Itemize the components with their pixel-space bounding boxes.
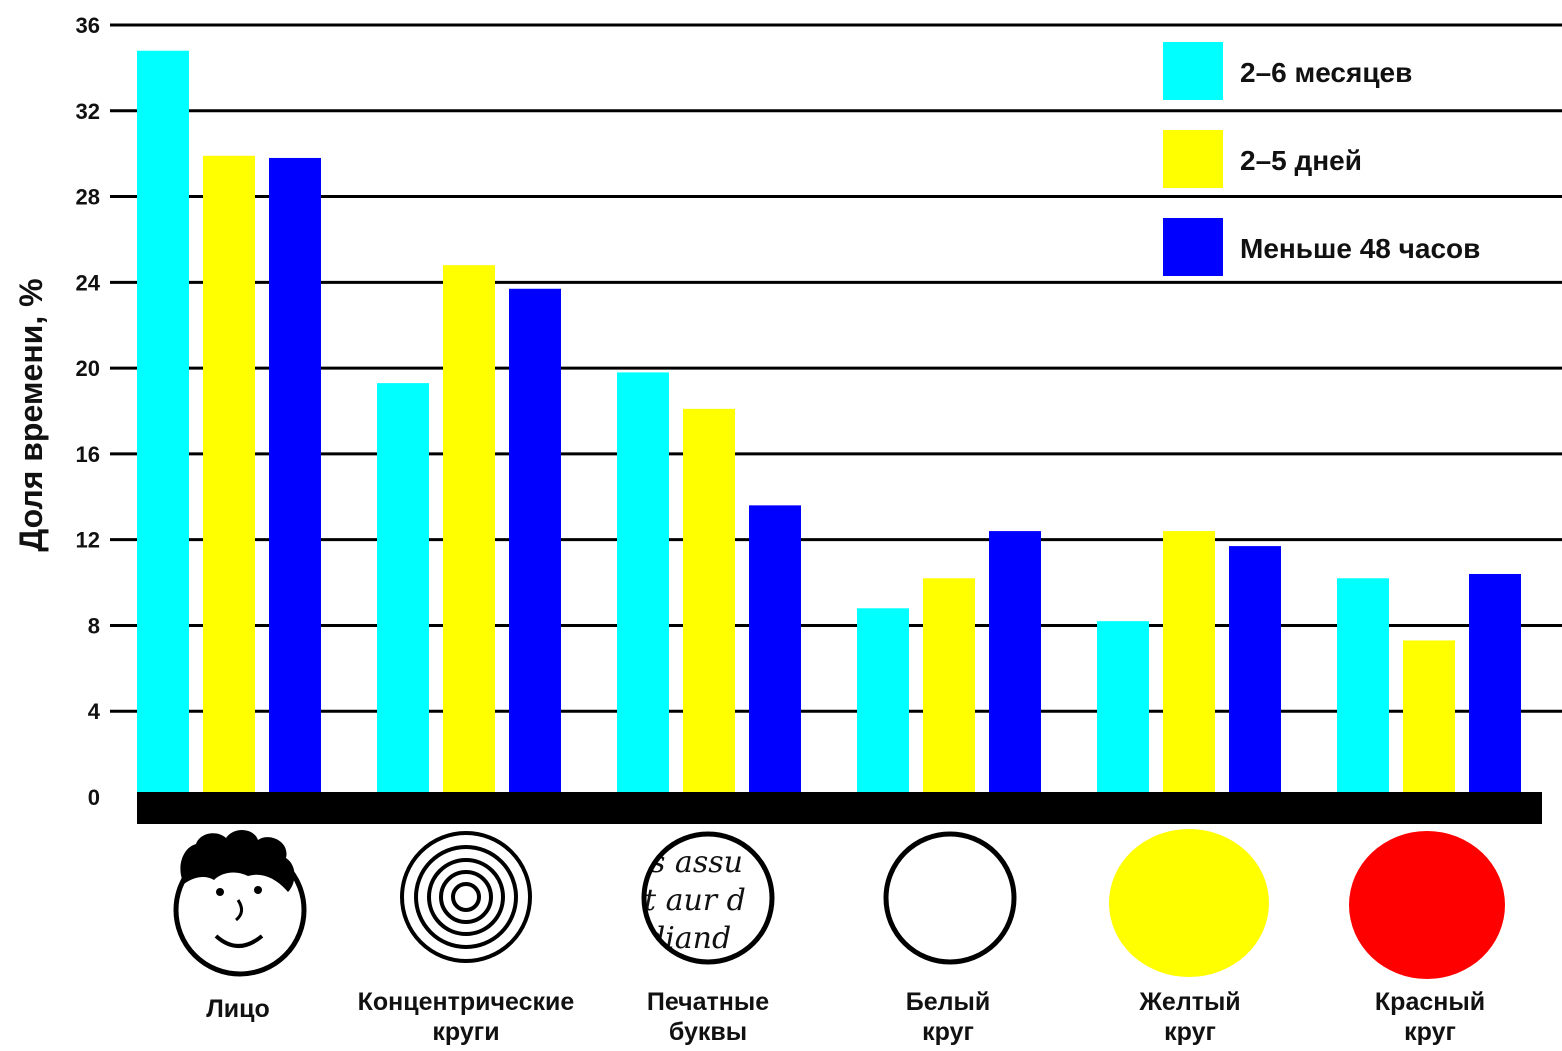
bar: 10.2 bbox=[923, 578, 975, 797]
bar: 12.4 bbox=[989, 531, 1041, 797]
bar: 10.2 bbox=[1337, 578, 1389, 797]
yellow-circle-icon bbox=[1109, 829, 1269, 977]
y-tick-label: 8 bbox=[88, 613, 100, 638]
printed-letters-icon: s assu t aur d diand bbox=[641, 831, 775, 965]
category-label: круг bbox=[922, 1018, 974, 1046]
category-label: Белый bbox=[906, 988, 990, 1016]
bar: 19.8 bbox=[617, 372, 669, 797]
white-circle-icon bbox=[883, 831, 1017, 965]
y-tick-label: 16 bbox=[76, 442, 100, 467]
bar: 12.4 bbox=[1163, 531, 1215, 797]
category-label: круги bbox=[432, 1018, 499, 1046]
y-tick-label: 20 bbox=[76, 356, 100, 381]
category-label: Концентрические bbox=[358, 988, 575, 1016]
y-axis-label: Доля времени, % bbox=[13, 278, 49, 551]
category-label: круг bbox=[1164, 1018, 1216, 1046]
x-axis-baseline bbox=[137, 792, 1542, 824]
bar: 11.7 bbox=[1229, 546, 1281, 797]
y-tick-label: 4 bbox=[88, 699, 101, 724]
category-label: Красный bbox=[1375, 988, 1485, 1016]
category-label: Лицо bbox=[206, 995, 270, 1023]
y-axis-ticks: 0 4 8 12 16 20 24 28 32 36 bbox=[76, 13, 101, 810]
legend: 2–6 месяцев 2–5 дней Меньше 48 часов bbox=[1163, 42, 1480, 276]
bar: 13.6 bbox=[749, 505, 801, 797]
bar: 7.3 bbox=[1403, 640, 1455, 797]
bar: 34.8 bbox=[137, 50, 189, 797]
stimuli-row: s assu t aur d diand bbox=[173, 829, 1505, 979]
bar: 19.3 bbox=[377, 383, 429, 797]
y-tick-label: 32 bbox=[76, 99, 100, 124]
gridlines bbox=[110, 23, 1562, 713]
bar: 8.8 bbox=[857, 608, 909, 797]
y-tick-label: 12 bbox=[76, 528, 100, 553]
category-label: Желтый bbox=[1138, 988, 1240, 1016]
legend-swatch bbox=[1163, 42, 1223, 100]
legend-label: 2–6 месяцев bbox=[1240, 57, 1412, 88]
face-icon bbox=[173, 829, 307, 977]
category-label: Печатные bbox=[647, 988, 769, 1016]
bar: 18.1 bbox=[683, 408, 735, 797]
category-label: круг bbox=[1404, 1018, 1456, 1046]
y-tick-label: 24 bbox=[76, 270, 101, 295]
bar: 29.9 bbox=[203, 155, 255, 798]
category-label: буквы bbox=[669, 1018, 747, 1046]
svg-text:t aur d: t aur d bbox=[644, 883, 746, 918]
bar: 8.2 bbox=[1097, 621, 1149, 797]
y-tick-label: 28 bbox=[76, 185, 100, 210]
bar: 10.4 bbox=[1469, 573, 1521, 797]
legend-label: 2–5 дней bbox=[1240, 145, 1362, 176]
bar: 24.8 bbox=[443, 265, 495, 798]
concentric-circles-icon bbox=[400, 831, 532, 963]
bar: 29.8 bbox=[269, 157, 321, 797]
legend-label: Меньше 48 часов bbox=[1240, 233, 1480, 264]
bars: 34.8 29.9 29.8 19.3 24.8 23.7 19.8 18.1 13.6 8.8 1… bbox=[137, 50, 1521, 798]
y-tick-label: 0 bbox=[88, 785, 100, 810]
bar: 23.7 bbox=[509, 288, 561, 797]
legend-swatch bbox=[1163, 218, 1223, 276]
y-tick-label: 36 bbox=[76, 13, 100, 38]
red-circle-icon bbox=[1349, 831, 1505, 979]
legend-swatch bbox=[1163, 130, 1223, 188]
